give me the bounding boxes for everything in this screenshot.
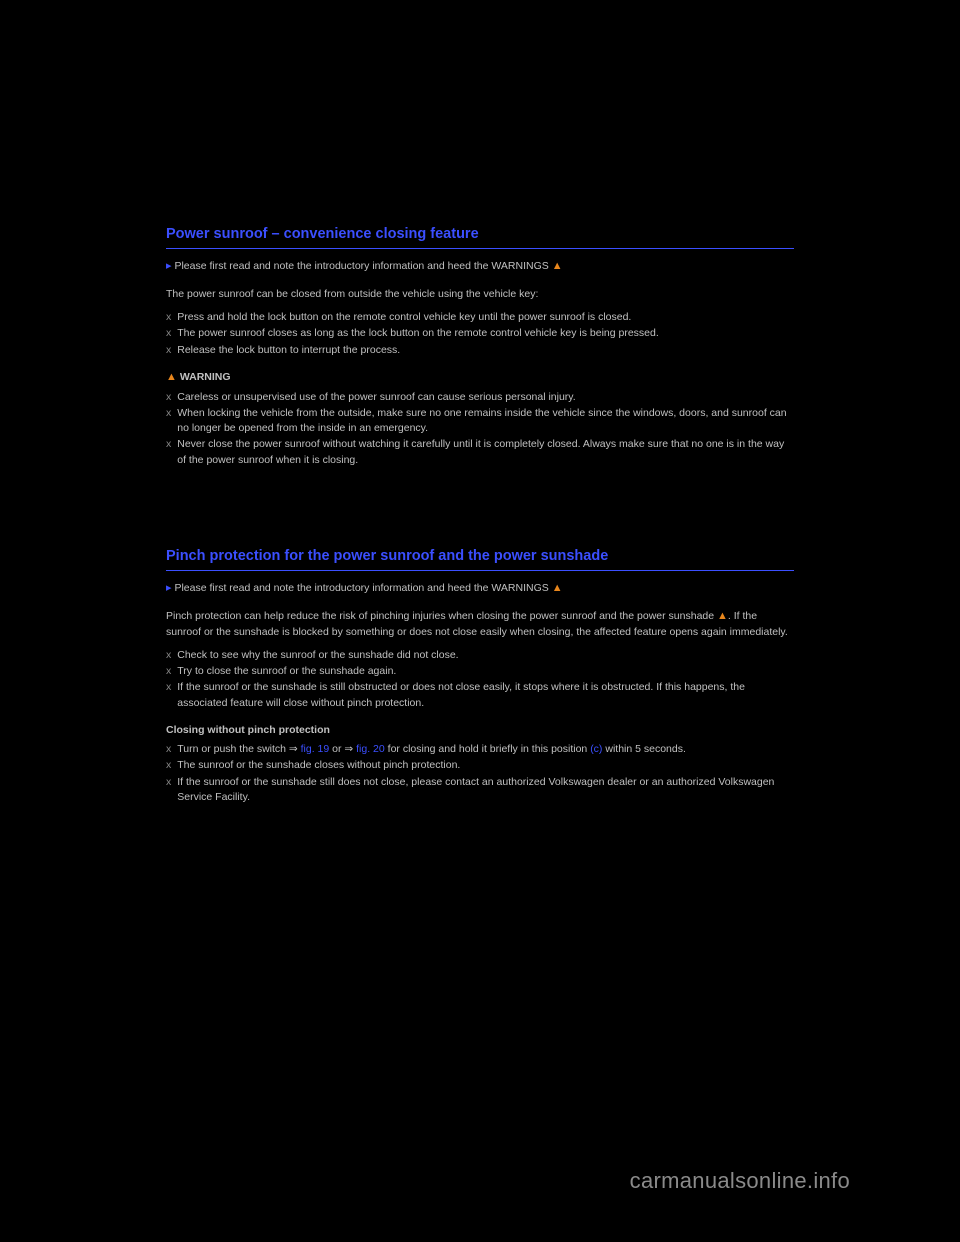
list-item: x Release the lock button to interrupt t…	[166, 343, 794, 358]
section1-intro-link-line: ▸ Please first read and note the introdu…	[166, 259, 794, 275]
section1-warning-bullets: x Careless or unsupervised use of the po…	[166, 390, 794, 468]
para1-before: Pinch protection can help reduce the ris…	[166, 610, 717, 622]
section1-main-bullets: x Press and hold the lock button on the …	[166, 310, 794, 358]
list-item: x If the sunroof or the sunshade is stil…	[166, 680, 794, 710]
page-content: Power sunroof – convenience closing feat…	[0, 0, 960, 805]
bullet-text: The power sunroof closes as long as the …	[177, 326, 794, 341]
section1-warning-heading: ▲ WARNING	[166, 370, 794, 386]
section2-heading: Pinch protection for the power sunroof a…	[166, 546, 794, 571]
list-item: x Careless or unsupervised use of the po…	[166, 390, 794, 405]
warning-triangle-icon: ▲	[717, 609, 728, 625]
fig-ref-20[interactable]: fig. 20	[356, 743, 385, 755]
bullet-icon: x	[166, 680, 171, 710]
bullet-icon: x	[166, 326, 171, 341]
bullet-icon: x	[166, 758, 171, 773]
watermark-text: carmanualsonline.info	[630, 1168, 850, 1194]
bullet-icon: x	[166, 406, 171, 436]
bullet-icon: x	[166, 664, 171, 679]
bullet-text: If the sunroof or the sunshade is still …	[177, 680, 794, 710]
bullet-text: Try to close the sunroof or the sunshade…	[177, 664, 794, 679]
list-item: x Press and hold the lock button on the …	[166, 310, 794, 325]
bullet-text: The sunroof or the sunshade closes witho…	[177, 758, 794, 773]
section1-intro-link-text[interactable]: Please first read and note the introduct…	[174, 260, 548, 272]
list-item: x Never close the power sunroof without …	[166, 437, 794, 467]
bullet-text: Release the lock button to interrupt the…	[177, 343, 794, 358]
list-item: x The sunroof or the sunshade closes wit…	[166, 758, 794, 773]
text-frag: or ⇒	[329, 743, 356, 755]
section1-intro-body: The power sunroof can be closed from out…	[166, 287, 794, 302]
bookmark-icon: ▸	[166, 259, 172, 275]
bullet-text: Careless or unsupervised use of the powe…	[177, 390, 794, 405]
section2-para1: Pinch protection can help reduce the ris…	[166, 609, 794, 640]
bullet-icon: x	[166, 437, 171, 467]
text-frag: for closing and hold it briefly in this …	[385, 743, 590, 755]
bullet-icon: x	[166, 648, 171, 663]
warning-triangle-icon: ▲	[552, 259, 563, 275]
list-item: x Check to see why the sunroof or the su…	[166, 648, 794, 663]
list-item: x The power sunroof closes as long as th…	[166, 326, 794, 341]
bullet-icon: x	[166, 775, 171, 805]
bullet-text: Press and hold the lock button on the re…	[177, 310, 794, 325]
bullet-text: If the sunroof or the sunshade still doe…	[177, 775, 794, 805]
bullet-icon: x	[166, 310, 171, 325]
fig-ref-19[interactable]: fig. 19	[301, 743, 330, 755]
list-item: x If the sunroof or the sunshade still d…	[166, 775, 794, 805]
list-item: x Turn or push the switch ⇒ fig. 19 or ⇒…	[166, 742, 794, 757]
section2-bullets2: x Turn or push the switch ⇒ fig. 19 or ⇒…	[166, 742, 794, 805]
list-item: x When locking the vehicle from the outs…	[166, 406, 794, 436]
warning-triangle-icon: ▲	[166, 370, 177, 386]
section2-subhead1: Closing without pinch protection	[166, 723, 794, 738]
bullet-text: Check to see why the sunroof or the suns…	[177, 648, 794, 663]
warning-triangle-icon: ▲	[552, 581, 563, 597]
section-gap	[166, 476, 794, 546]
section1-heading: Power sunroof – convenience closing feat…	[166, 224, 794, 249]
bookmark-icon: ▸	[166, 581, 172, 597]
bullet-icon: x	[166, 390, 171, 405]
warning-heading-text: WARNING	[180, 371, 231, 383]
bullet-text: When locking the vehicle from the outsid…	[177, 406, 794, 436]
section2-bullets1: x Check to see why the sunroof or the su…	[166, 648, 794, 711]
bullet-text: Turn or push the switch ⇒ fig. 19 or ⇒ f…	[177, 742, 794, 757]
text-frag: within 5 seconds.	[602, 743, 685, 755]
text-frag: Turn or push the switch ⇒	[177, 743, 300, 755]
bullet-icon: x	[166, 343, 171, 358]
ref-c[interactable]: (c)	[590, 743, 602, 755]
bullet-text: Never close the power sunroof without wa…	[177, 437, 794, 467]
bullet-icon: x	[166, 742, 171, 757]
list-item: x Try to close the sunroof or the sunsha…	[166, 664, 794, 679]
section2-intro-link-text[interactable]: Please first read and note the introduct…	[174, 582, 548, 594]
section2-intro-link-line: ▸ Please first read and note the introdu…	[166, 581, 794, 597]
